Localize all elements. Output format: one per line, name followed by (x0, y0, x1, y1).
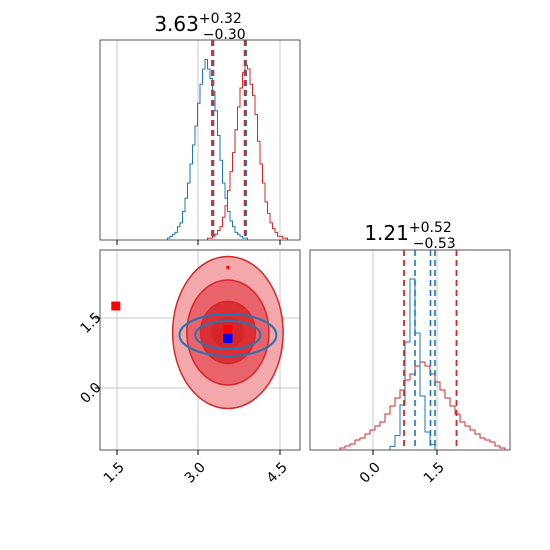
marginal-x-frame (99, 39, 301, 241)
joint-panel: 1.5 3.0 4.5 0.0 1.5 (78, 249, 301, 487)
joint-markers (111, 266, 233, 343)
joint-xtick-label: 1.5 (101, 460, 128, 487)
marginal-y-xtick-label: 0.0 (357, 460, 384, 487)
marginal-y-frame (309, 249, 511, 451)
marginal-x-ticks (116, 240, 281, 245)
marginal-y-xtick-label: 1.5 (421, 460, 448, 487)
marginal-y-ticks (372, 450, 438, 455)
marginal-x-quantile-lines (211, 40, 247, 240)
joint-ticks (95, 317, 281, 455)
marginal-y-quantile-lines (403, 250, 458, 450)
contour-level (194, 320, 262, 350)
marginal-x-grid (116, 40, 281, 240)
marker-square (223, 334, 233, 343)
marker-square (111, 301, 121, 311)
histogram-series (310, 278, 510, 451)
marginal-x-histogram (100, 59, 300, 241)
contour-level (178, 313, 278, 357)
joint-ytick-label: 1.5 (78, 310, 105, 337)
marker-square (223, 325, 233, 334)
joint-frame (99, 249, 301, 451)
marginal-x-panel: 3.63+0.32 −0.30 (99, 11, 301, 245)
marginal-y-panel: 0.0 1.5 1.21+0.52 −0.53 (309, 220, 511, 487)
histogram-series (310, 361, 510, 451)
joint-xtick-label: 4.5 (264, 460, 291, 487)
marginal-y-histogram (310, 278, 510, 451)
marginal-y-title: 1.21+0.52 −0.53 (364, 220, 455, 252)
joint-ytick-label: 0.0 (78, 380, 105, 407)
marginal-y-grid (372, 250, 438, 450)
joint-xtick-label: 3.0 (182, 460, 209, 487)
marginal-x-title: 3.63+0.32 −0.30 (154, 11, 245, 43)
marker-square (226, 266, 230, 269)
